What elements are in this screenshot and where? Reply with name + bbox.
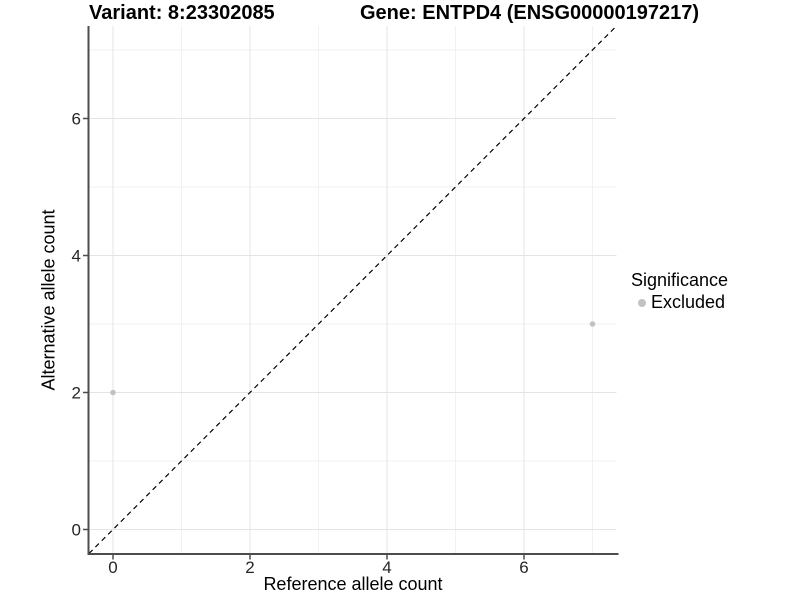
identity-line [88,25,617,554]
legend-title: Significance [631,270,729,290]
y-tick-label: 6 [72,110,81,129]
gene-title: Gene: ENTPD4 (ENSG00000197217) [360,2,700,24]
variant-title: Variant: 8:23302085 [89,2,275,24]
y-tick-label: 2 [72,384,81,403]
y-tick-label: 4 [72,247,81,266]
legend-point-icon [638,298,646,307]
data-point [110,389,116,396]
data-point [589,321,596,327]
x-axis-title: Reference allele count [263,574,443,594]
x-tick-label: 4 [382,558,391,577]
x-tick-label: 0 [108,558,117,577]
legend: Significance Excluded [631,271,728,312]
legend-item-excluded: Excluded [631,293,728,312]
legend-item-label: Excluded [651,292,726,312]
x-tick-label: 2 [245,558,254,577]
y-axis-title: Alternative allele count [38,209,59,391]
y-tick-label: 0 [72,521,81,540]
x-tick-label: 6 [519,558,528,577]
